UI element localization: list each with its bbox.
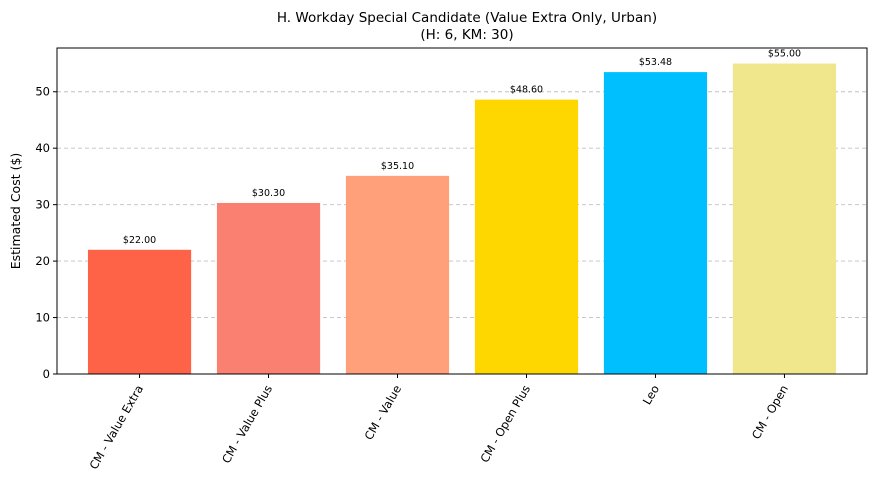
data-label: $55.00 [768,49,801,60]
x-axis: CM - Value Extra CM - Value Plus CM - Valu… [87,374,791,472]
y-axis: 0 10 20 30 40 50 [35,85,57,381]
bar [216,202,321,374]
x-tick-label: CM - Value Extra [87,383,147,472]
y-tick-label: 10 [35,311,50,325]
y-tick-label: 40 [35,141,50,155]
y-tick-label: 0 [43,367,50,381]
x-tick-label: CM - Open [749,383,791,442]
gridlines [57,91,867,318]
x-tick-label: CM - Value [361,383,404,443]
x-tick-label: CM - Open Plus [477,383,533,466]
y-tick-label: 50 [35,85,50,99]
data-label: $35.10 [381,161,414,172]
x-tick-label: Leo [640,383,662,408]
bar [732,63,837,375]
data-label: $22.00 [123,235,156,246]
y-tick-label: 20 [35,254,50,268]
plot-frame [56,47,868,375]
y-axis-label: Estimated Cost ($) [8,153,23,270]
bar [474,99,579,374]
data-labels: $22.00 $30.30 $35.10 $48.60 $53.48 $55.00 [123,49,801,246]
bar [345,175,450,374]
data-label: $53.48 [639,57,672,68]
y-tick-label: 30 [35,198,50,212]
bar [87,249,192,374]
x-tick-label: CM - Value Plus [219,382,275,465]
bar [603,72,708,374]
chart-title: H. Workday Special Candidate (Value Extr… [277,10,657,26]
chart-subtitle: (H: 6, KM: 30) [420,27,513,43]
bars [87,63,837,375]
data-label: $30.30 [252,188,285,199]
data-label: $48.60 [510,85,543,96]
